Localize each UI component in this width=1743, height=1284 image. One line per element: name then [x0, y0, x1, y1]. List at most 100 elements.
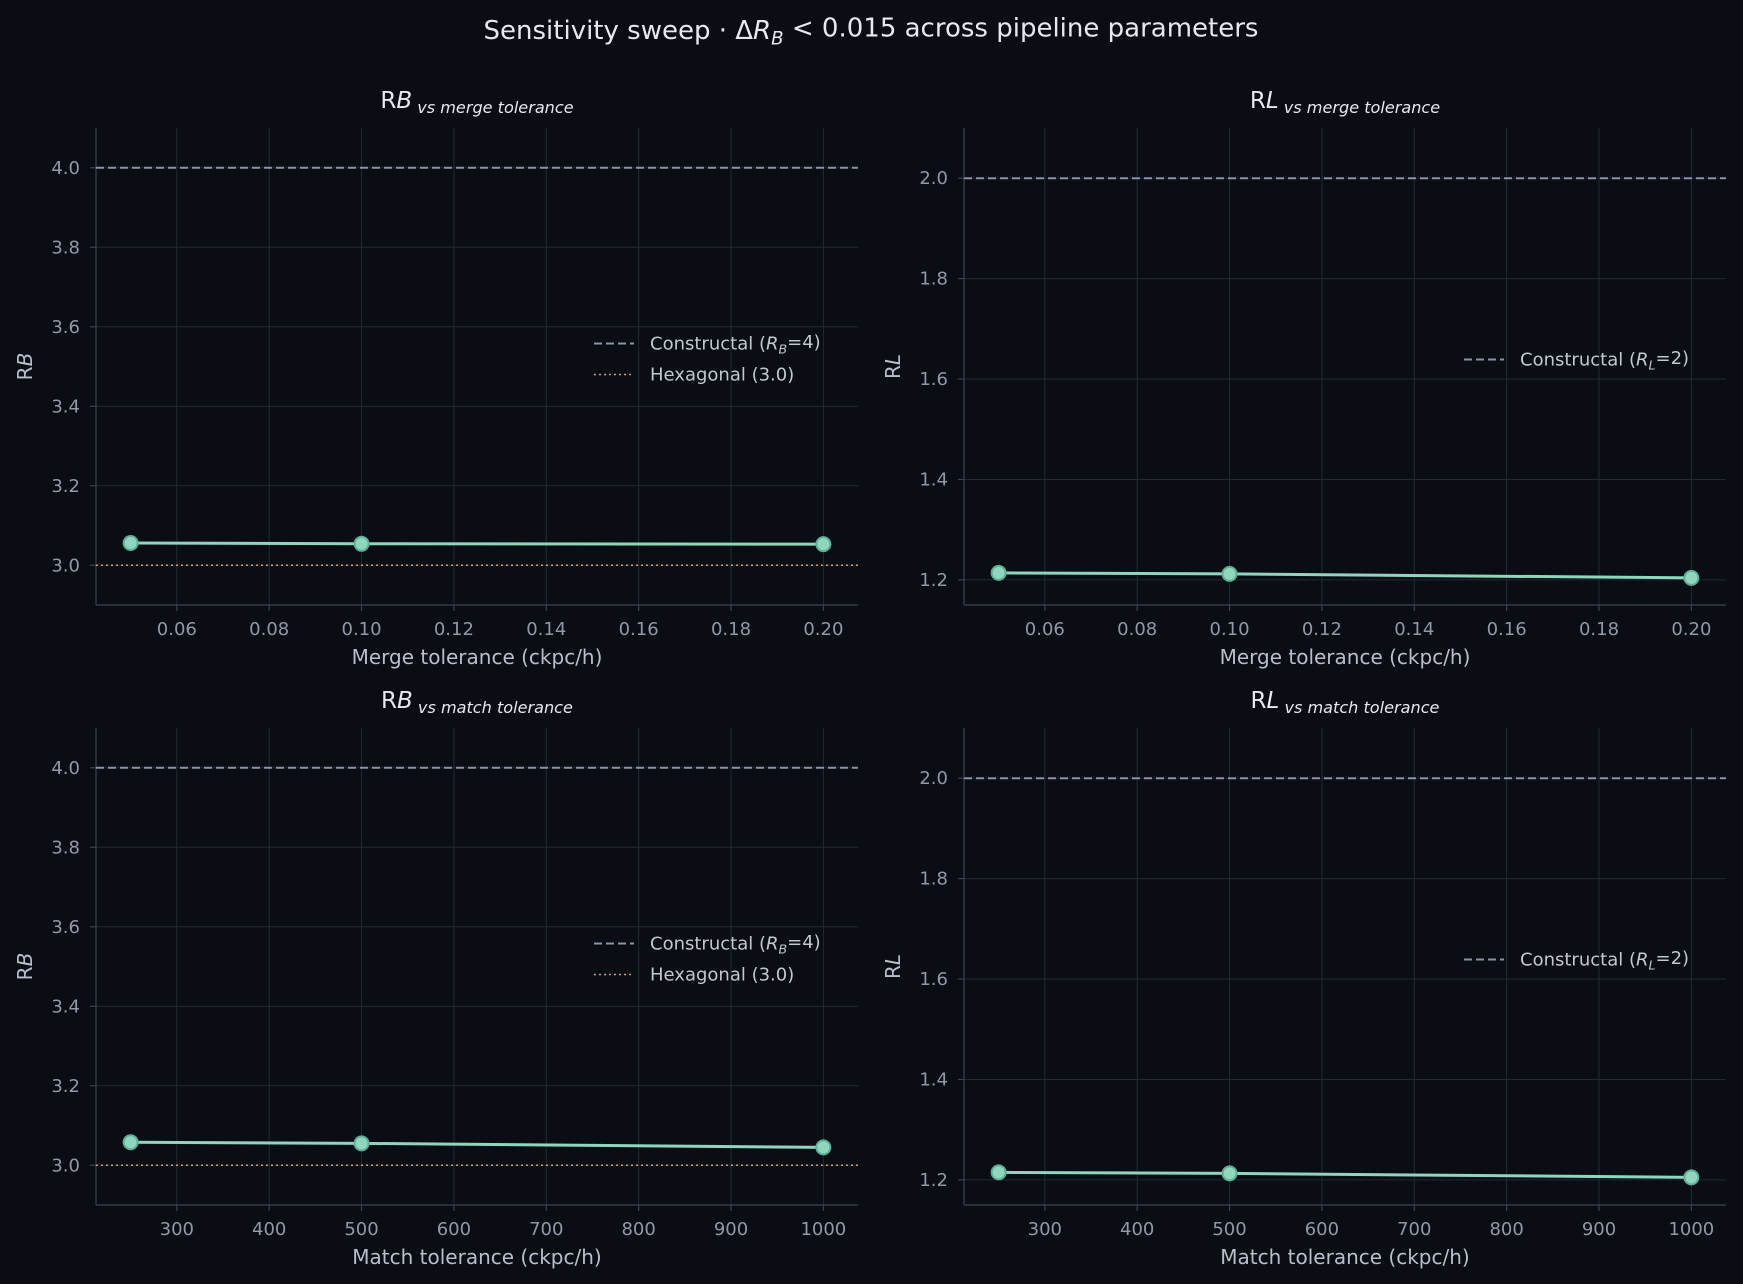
x-tick-label: 300	[1028, 1219, 1062, 1240]
x-tick-label: 0.10	[342, 619, 382, 640]
data-point	[353, 535, 370, 552]
data-point	[1221, 1165, 1238, 1182]
x-tick-label: 0.06	[1025, 619, 1065, 640]
y-tick-label: 4.0	[51, 758, 80, 779]
y-tick-label: 3.6	[51, 317, 80, 338]
x-tick-label: 500	[1212, 1219, 1246, 1240]
panel-title-text: R	[380, 88, 396, 114]
x-tick-label: 600	[1305, 1219, 1339, 1240]
y-tick-label: 3.0	[51, 555, 80, 576]
legend-label-text-end: =2)	[1656, 948, 1690, 969]
y-axis-label-text: R	[13, 966, 37, 980]
legend-label-symbol: R	[766, 334, 779, 355]
y-tick-label: 2.0	[919, 768, 948, 789]
x-tick-label: 1000	[800, 1219, 846, 1240]
legend: Constructal (RB=4) Hexagonal (3.0)	[594, 332, 821, 386]
y-tick-label: 1.6	[919, 969, 948, 990]
suptitle-text: Sensitivity sweep · Δ	[484, 16, 754, 46]
panel-title: RL vs match tolerance	[1251, 688, 1440, 717]
data-point	[815, 1139, 832, 1156]
x-tick-label: 0.08	[249, 619, 289, 640]
y-axis-label: RL	[881, 354, 905, 379]
y-tick-label: 1.8	[919, 269, 948, 290]
x-tick-label: 0.16	[619, 619, 659, 640]
legend-label-text-end: =2)	[1656, 348, 1690, 369]
panel-rl-match: 300 400 500 600 700 800 900 1000 1.2 1.4 1.6 1.8 2.0…	[881, 688, 1726, 1269]
x-tick-label: 0.14	[1394, 619, 1434, 640]
x-tick-label: 0.20	[1671, 619, 1711, 640]
series-line	[130, 541, 824, 546]
data-point	[122, 1134, 139, 1151]
panel-title-subscript: vs match tolerance	[1279, 698, 1439, 717]
x-tick-label: 0.18	[1579, 619, 1619, 640]
suptitle-subscript: B	[771, 28, 783, 49]
x-tick-label: 900	[1582, 1219, 1616, 1240]
panel-title: RB vs merge tolerance	[380, 88, 573, 117]
data-point	[990, 1164, 1007, 1181]
x-tick-label: 0.12	[1302, 619, 1342, 640]
panel-rl-merge: 0.06 0.08 0.10 0.12 0.14 0.16 0.18 0.20 1.2 1.4 1.…	[881, 88, 1726, 669]
y-axis-label-symbol: B	[13, 953, 37, 967]
y-axis-label: RL	[881, 954, 905, 979]
y-tick-label: 1.8	[919, 869, 948, 890]
panel-title-text: R	[1251, 688, 1267, 714]
suptitle-text-end: < 0.015 across pipeline parameters	[784, 14, 1259, 44]
x-tick-label: 600	[437, 1219, 471, 1240]
data-point	[815, 536, 832, 553]
data-point	[353, 1135, 370, 1152]
y-axis-label-symbol: L	[881, 954, 905, 965]
y-tick-label: 3.0	[51, 1155, 80, 1176]
y-tick-label: 1.4	[919, 1069, 948, 1090]
y-tick-label: 3.2	[51, 1076, 80, 1097]
panel-rb-match: 300 400 500 600 700 800 900 1000 3.0 3.2 3.4 3.6 3.8…	[13, 688, 858, 1269]
panel-title-subscript: vs merge tolerance	[1279, 98, 1441, 117]
data-point	[122, 534, 139, 551]
x-tick-label: 300	[160, 1219, 194, 1240]
y-tick-label: 1.2	[919, 570, 948, 591]
y-axis-label-text: R	[881, 965, 905, 979]
x-tick-label: 0.14	[526, 619, 566, 640]
legend: Constructal (RL=2)	[1464, 948, 1689, 972]
panel-title-subscript: vs merge tolerance	[412, 98, 574, 117]
x-tick-label: 0.18	[711, 619, 751, 640]
panel-title-symbol: L	[1267, 688, 1280, 714]
y-tick-label: 2.0	[919, 168, 948, 189]
panel-title-text: R	[1250, 88, 1266, 114]
data-point	[990, 564, 1007, 581]
x-tick-label: 0.12	[434, 619, 474, 640]
legend: Constructal (RL=2)	[1464, 348, 1689, 372]
x-axis-label: Merge tolerance (ckpc/h)	[1220, 645, 1471, 669]
y-tick-label: 1.6	[919, 369, 948, 390]
y-axis-label-text: R	[13, 366, 37, 380]
legend-label-symbol: R	[1636, 350, 1649, 371]
x-axis-label: Match tolerance (ckpc/h)	[352, 1245, 601, 1269]
legend-constructal-label: Constructal (RB=4)	[650, 332, 821, 356]
x-tick-label: 500	[344, 1219, 378, 1240]
legend-label-text-end: =4)	[787, 332, 821, 353]
data-point	[1683, 569, 1700, 586]
x-tick-label: 800	[621, 1219, 655, 1240]
panel-title-symbol: L	[1266, 88, 1279, 114]
panel-title: RB vs match tolerance	[381, 688, 573, 717]
panel-rb-merge: 0.06 0.08 0.10 0.12 0.14 0.16 0.18 0.20 3.0 3.2 3.…	[13, 88, 858, 669]
x-tick-label: 700	[1397, 1219, 1431, 1240]
legend-label-subscript: B	[778, 341, 787, 356]
y-axis-label-symbol: L	[881, 354, 905, 365]
y-axis-label: RB	[13, 953, 37, 981]
x-tick-label: 0.08	[1117, 619, 1157, 640]
legend-constructal-label: Constructal (RL=2)	[1520, 348, 1689, 372]
panel-title-text: R	[381, 688, 397, 714]
x-tick-label: 0.16	[1487, 619, 1527, 640]
y-axis-label: RB	[13, 353, 37, 381]
legend-label-subscript: L	[1648, 357, 1655, 372]
legend-label-text: Constructal (	[650, 334, 766, 355]
legend-label-symbol: R	[766, 934, 779, 955]
x-tick-label: 700	[529, 1219, 563, 1240]
legend-hexagonal-label: Hexagonal (3.0)	[650, 365, 794, 386]
x-tick-label: 400	[252, 1219, 286, 1240]
legend-label-text: Constructal (	[1520, 350, 1636, 371]
legend-label-subscript: B	[778, 941, 787, 956]
x-tick-label: 800	[1489, 1219, 1523, 1240]
